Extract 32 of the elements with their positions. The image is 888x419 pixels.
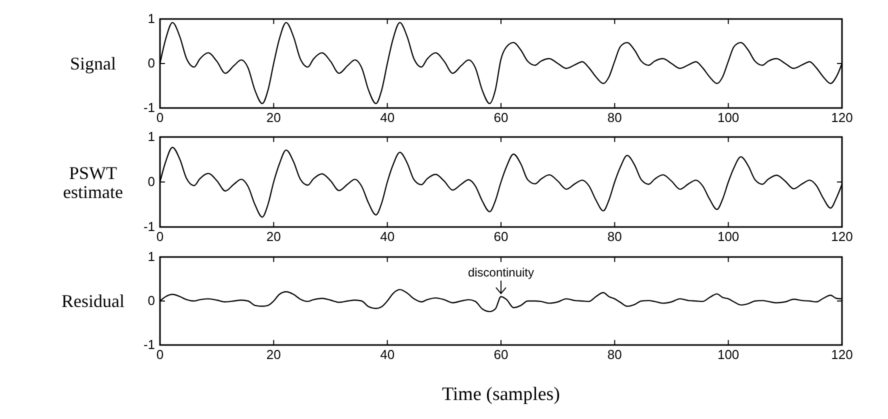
y-tick-label: 0 <box>148 174 155 189</box>
x-tick-label: 40 <box>380 347 395 362</box>
y-tick-label: -1 <box>143 219 155 234</box>
x-tick-label: 80 <box>607 347 622 362</box>
x-tick-label: 20 <box>266 110 281 125</box>
x-tick-label: 20 <box>266 229 281 244</box>
y-tick-label: 0 <box>148 293 155 308</box>
x-tick-label: 40 <box>380 110 395 125</box>
y-tick-label: 1 <box>148 249 155 264</box>
x-axis-title: Time (samples) <box>442 384 560 405</box>
y-tick-label: -1 <box>143 337 155 352</box>
y-axis-title: Signal <box>70 54 116 74</box>
x-tick-label: 100 <box>717 110 740 125</box>
y-axis-title: Residual <box>62 291 124 311</box>
y-tick-label: 0 <box>148 56 155 70</box>
y-axis-title: PSWT estimate <box>63 163 123 202</box>
y-tick-label: -1 <box>143 100 155 115</box>
x-tick-label: 100 <box>717 229 740 244</box>
y-tick-label: 1 <box>148 129 155 144</box>
x-tick-label: 40 <box>380 229 395 244</box>
x-tick-label: 80 <box>607 110 622 125</box>
x-tick-label: 60 <box>494 347 508 362</box>
x-tick-label: 120 <box>831 110 853 125</box>
x-tick-label: 120 <box>831 347 853 362</box>
y-tick-label: 1 <box>148 11 155 26</box>
x-tick-label: 60 <box>494 110 508 125</box>
x-tick-label: 120 <box>831 229 853 244</box>
x-tick-label: 100 <box>717 347 740 362</box>
x-tick-label: 60 <box>494 229 508 244</box>
annotation: discontinuity <box>468 266 534 280</box>
x-tick-label: 80 <box>607 229 622 244</box>
x-tick-label: 20 <box>266 347 281 362</box>
